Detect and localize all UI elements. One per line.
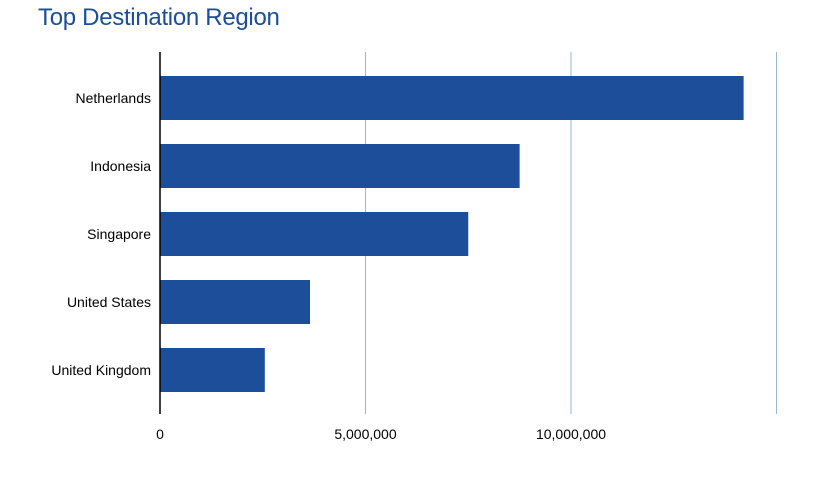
x-tick-label: 10,000,000 [536, 426, 606, 442]
bar [160, 212, 469, 256]
bars [160, 76, 744, 392]
x-tick-labels: 0 5,000,000 10,000,000 [156, 426, 606, 442]
bar [160, 144, 520, 188]
category-label: United Kingdom [51, 362, 151, 378]
category-label: Indonesia [90, 158, 151, 174]
category-label: United States [67, 294, 151, 310]
bar [160, 280, 311, 324]
x-tick-label: 0 [156, 426, 164, 442]
chart-title: Top Destination Region [38, 4, 280, 31]
category-label: Netherlands [76, 90, 152, 106]
category-label: Singapore [87, 226, 151, 242]
x-tick-label: 5,000,000 [334, 426, 396, 442]
bar [160, 348, 265, 392]
bar [160, 76, 744, 120]
category-labels: Netherlands Indonesia Singapore United Stat… [51, 90, 151, 378]
